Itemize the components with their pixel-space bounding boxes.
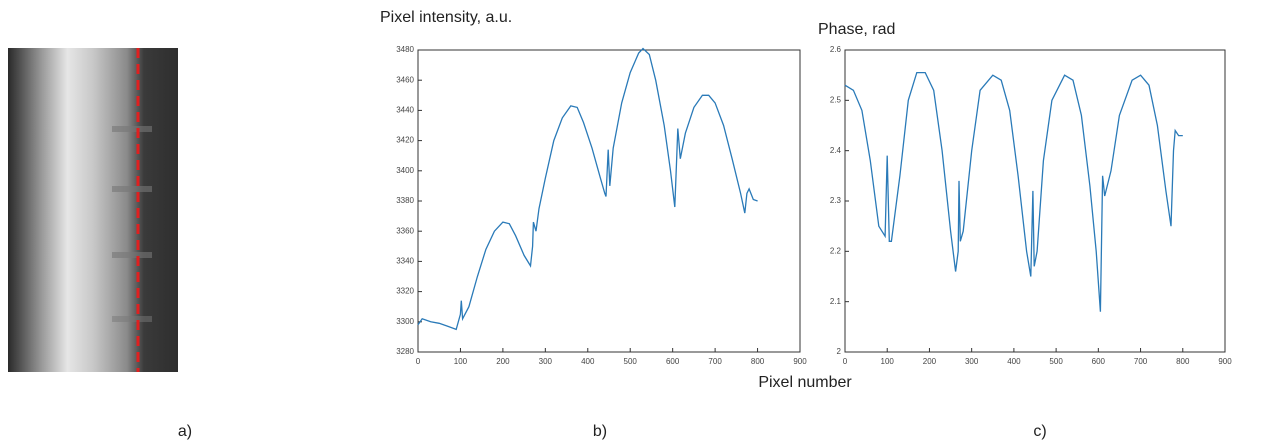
y-tick-label: 3320 xyxy=(396,287,414,296)
x-tick-label: 900 xyxy=(1218,357,1232,366)
y-tick-label: 2.5 xyxy=(830,95,842,104)
y-tick-label: 3400 xyxy=(396,166,414,175)
x-tick-label: 700 xyxy=(708,357,722,366)
x-tick-label: 400 xyxy=(581,357,595,366)
x-tick-label: 500 xyxy=(624,357,638,366)
x-tick-label: 200 xyxy=(923,357,937,366)
y-tick-label: 2.3 xyxy=(830,196,842,205)
data-line xyxy=(417,47,758,331)
x-tick-label: 800 xyxy=(751,357,765,366)
x-tick-label: 500 xyxy=(1049,357,1063,366)
x-tick-label: 600 xyxy=(1092,357,1106,366)
y-tick-label: 3460 xyxy=(396,75,414,84)
y-tick-label: 2.4 xyxy=(830,146,842,155)
x-tick-label: 700 xyxy=(1134,357,1148,366)
panel-label: b) xyxy=(593,423,607,440)
x-tick-label: 0 xyxy=(416,357,421,366)
y-tick-label: 3480 xyxy=(396,45,414,54)
y-tick-label: 3420 xyxy=(396,136,414,145)
y-tick-label: 2.2 xyxy=(830,246,842,255)
y-axis-title: Pixel intensity, a.u. xyxy=(380,9,512,26)
data-line xyxy=(844,71,1183,312)
x-tick-label: 300 xyxy=(965,357,979,366)
panel-label: a) xyxy=(178,423,192,440)
y-tick-label: 3280 xyxy=(396,347,414,356)
x-tick-label: 0 xyxy=(843,357,848,366)
y-tick-label: 3440 xyxy=(396,106,414,115)
panel-label: c) xyxy=(1033,423,1046,440)
y-tick-label: 2.6 xyxy=(830,45,842,54)
x-tick-label: 800 xyxy=(1176,357,1190,366)
y-tick-label: 3300 xyxy=(396,317,414,326)
y-tick-label: 2 xyxy=(837,347,842,356)
y-tick-label: 3380 xyxy=(396,196,414,205)
x-tick-label: 600 xyxy=(666,357,680,366)
y-tick-label: 3340 xyxy=(396,257,414,266)
thermogram xyxy=(8,48,178,372)
x-tick-label: 900 xyxy=(793,357,807,366)
y-tick-label: 2.1 xyxy=(830,297,842,306)
y-tick-label: 3360 xyxy=(396,226,414,235)
x-tick-label: 400 xyxy=(1007,357,1021,366)
x-axis-title: Pixel number xyxy=(758,374,852,391)
y-axis-title: Phase, rad xyxy=(818,21,895,38)
x-tick-label: 100 xyxy=(454,357,468,366)
x-tick-label: 200 xyxy=(496,357,510,366)
x-tick-label: 300 xyxy=(539,357,553,366)
x-tick-label: 100 xyxy=(881,357,895,366)
